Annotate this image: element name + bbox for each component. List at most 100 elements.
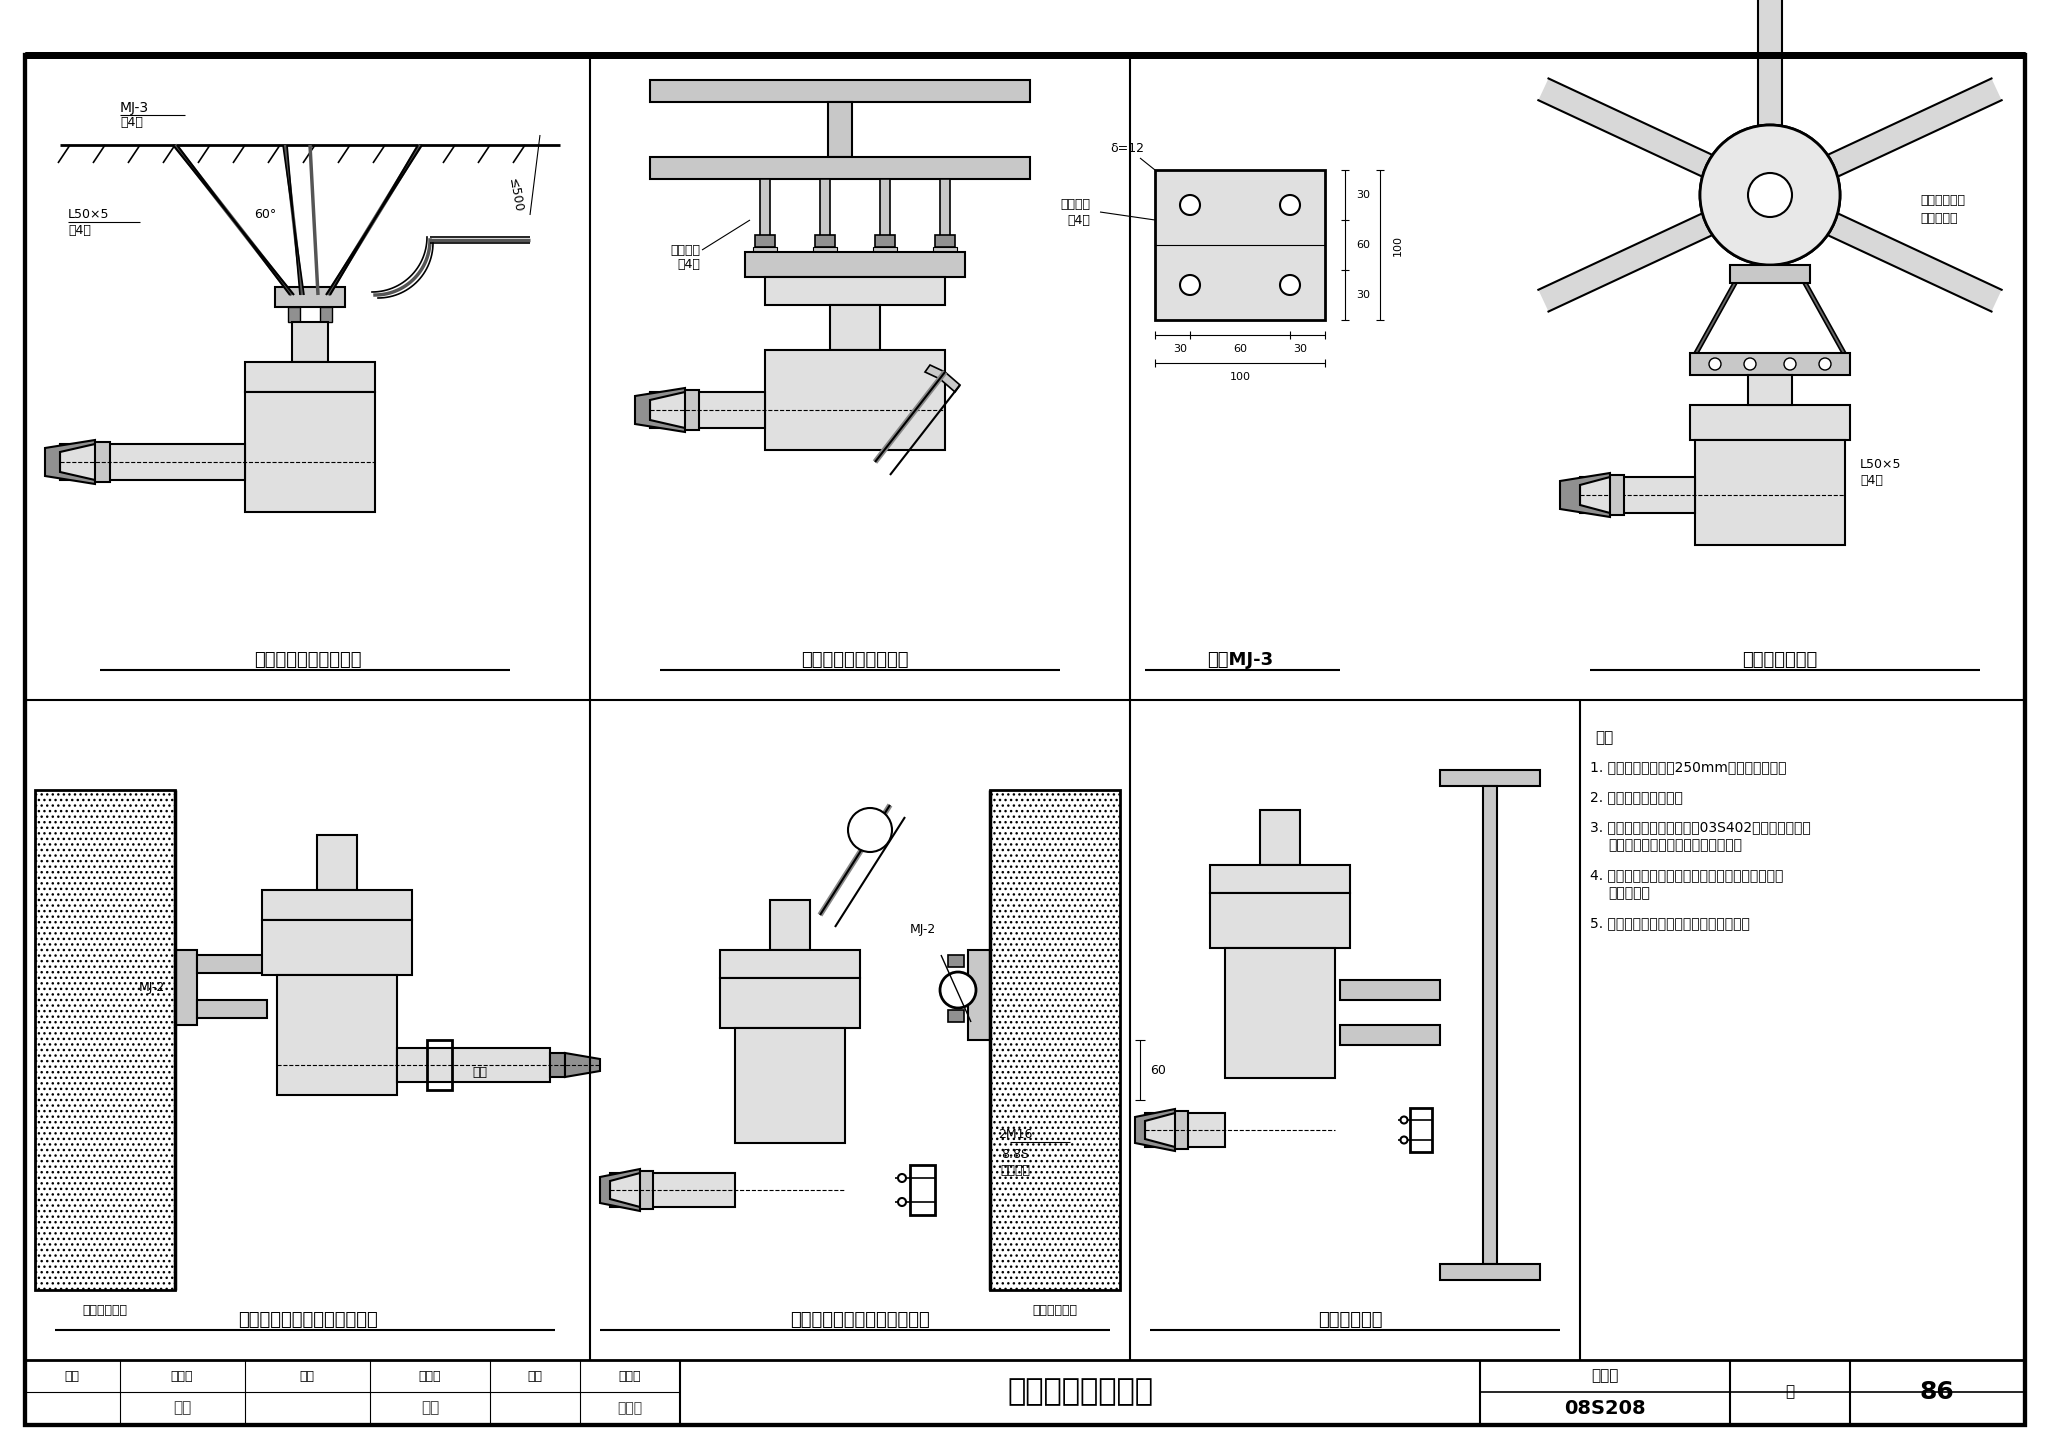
Bar: [639, 1171, 653, 1209]
Text: 4. 用于吊顶的安装时应核算吊顶构建的强度等是否: 4. 用于吊顶的安装时应核算吊顶构建的强度等是否: [1589, 867, 1784, 882]
Text: 满足要求。: 满足要求。: [1608, 886, 1651, 899]
Bar: [989, 790, 1120, 1290]
Text: 埋件MJ-3: 埋件MJ-3: [1206, 651, 1274, 668]
Text: 与混凝土墙或柱安装图（一）: 与混凝土墙或柱安装图（一）: [238, 1311, 379, 1329]
Bar: [948, 955, 965, 968]
Text: 共4根: 共4根: [1860, 474, 1882, 487]
Bar: [1690, 405, 1849, 440]
Text: 与混凝土墙或柱安装图（二）: 与混凝土墙或柱安装图（二）: [791, 1311, 930, 1329]
Text: 鲖路: 鲖路: [422, 1401, 438, 1415]
Bar: [872, 247, 897, 251]
Bar: [760, 179, 770, 238]
Circle shape: [848, 808, 893, 851]
Bar: [936, 235, 954, 247]
Text: 高强螺栓: 高强螺栓: [999, 1164, 1030, 1177]
Bar: [745, 251, 965, 278]
Text: 共4个: 共4个: [121, 116, 143, 129]
Text: 与梁或板安装图（二）: 与梁或板安装图（二）: [801, 651, 909, 668]
Bar: [815, 235, 836, 247]
Text: 混凝土墙或柱: 混凝土墙或柱: [82, 1303, 127, 1316]
Circle shape: [1401, 1136, 1407, 1144]
Bar: [197, 955, 266, 974]
Bar: [25, 1360, 2025, 1425]
Text: 100: 100: [1393, 234, 1403, 256]
Text: 2. 预埋件见具体设计。: 2. 预埋件见具体设计。: [1589, 790, 1683, 804]
Text: 网架吊点做法: 网架吊点做法: [1921, 193, 1964, 206]
Bar: [551, 1053, 565, 1077]
Bar: [197, 1000, 266, 1019]
Circle shape: [1784, 357, 1796, 371]
Text: 3. 支架角钢做法参考标准图03S402《室内管道支架: 3. 支架角钢做法参考标准图03S402《室内管道支架: [1589, 819, 1810, 834]
Circle shape: [1745, 357, 1755, 371]
Circle shape: [1401, 1116, 1407, 1123]
Text: 08S208: 08S208: [1565, 1398, 1647, 1418]
Bar: [934, 247, 956, 251]
Bar: [94, 442, 111, 482]
Text: 设计: 设计: [528, 1370, 543, 1382]
Bar: [721, 950, 860, 978]
Bar: [1440, 1264, 1540, 1280]
Text: 张俊杰: 张俊杰: [618, 1370, 641, 1382]
Text: 30: 30: [1356, 291, 1370, 299]
Circle shape: [1749, 173, 1792, 216]
Circle shape: [1180, 195, 1200, 215]
Text: 图集号: 图集号: [1591, 1369, 1618, 1383]
Circle shape: [940, 972, 977, 1008]
Polygon shape: [635, 388, 684, 432]
Text: 共4个: 共4个: [678, 259, 700, 272]
Bar: [293, 323, 328, 362]
Text: 注：: 注：: [1595, 729, 1614, 745]
Bar: [1610, 475, 1624, 514]
Bar: [426, 1040, 453, 1090]
Bar: [289, 307, 299, 323]
Circle shape: [897, 1199, 905, 1206]
Text: 60: 60: [1151, 1064, 1165, 1077]
Bar: [1210, 894, 1350, 947]
Bar: [735, 1029, 846, 1144]
Text: 60: 60: [1356, 240, 1370, 250]
Polygon shape: [1135, 1109, 1176, 1151]
Circle shape: [1280, 195, 1300, 215]
Circle shape: [1700, 125, 1839, 264]
Bar: [969, 950, 989, 1040]
Text: 混凝土墙或柱: 混凝土墙或柱: [1032, 1303, 1077, 1316]
Bar: [766, 278, 944, 305]
Bar: [756, 235, 774, 247]
Bar: [1339, 979, 1440, 1000]
Text: 张俊杰: 张俊杰: [616, 1401, 643, 1415]
Text: 膨胀螺栓: 膨胀螺栓: [670, 244, 700, 257]
Bar: [881, 179, 891, 238]
Polygon shape: [1829, 78, 2001, 176]
Text: 86: 86: [1919, 1380, 1954, 1404]
Text: 江汝蓁: 江汝蓁: [170, 1370, 193, 1382]
Circle shape: [1708, 357, 1720, 371]
Circle shape: [897, 1174, 905, 1181]
Bar: [1749, 375, 1792, 405]
Text: 8.8S: 8.8S: [1001, 1148, 1028, 1161]
Text: L50×5: L50×5: [1860, 459, 1901, 472]
Bar: [1696, 440, 1845, 545]
Text: 与网架球安装图: 与网架球安装图: [1743, 651, 1819, 668]
Bar: [1483, 786, 1497, 1264]
Bar: [274, 288, 344, 307]
Bar: [1176, 1112, 1188, 1149]
Bar: [1210, 865, 1350, 894]
Bar: [246, 392, 375, 511]
Bar: [721, 978, 860, 1029]
Text: 及吊架》，具体选型时应重新计算。: 及吊架》，具体选型时应重新计算。: [1608, 838, 1743, 851]
Bar: [59, 445, 246, 479]
Text: 共4根: 共4根: [68, 224, 90, 237]
Text: 60: 60: [1233, 344, 1247, 355]
Polygon shape: [1561, 474, 1610, 517]
Bar: [819, 179, 829, 238]
Text: L50×5: L50×5: [68, 208, 109, 221]
Bar: [909, 1165, 936, 1215]
Bar: [940, 179, 950, 238]
Bar: [262, 920, 412, 975]
Polygon shape: [1538, 214, 1712, 311]
Text: 见具体设计: 见具体设计: [1921, 212, 1958, 225]
Bar: [1155, 170, 1325, 320]
Text: δ=12: δ=12: [1110, 141, 1145, 154]
Text: MJ-2: MJ-2: [139, 981, 166, 994]
Text: 自动炮安装示意图: 自动炮安装示意图: [1008, 1377, 1153, 1407]
